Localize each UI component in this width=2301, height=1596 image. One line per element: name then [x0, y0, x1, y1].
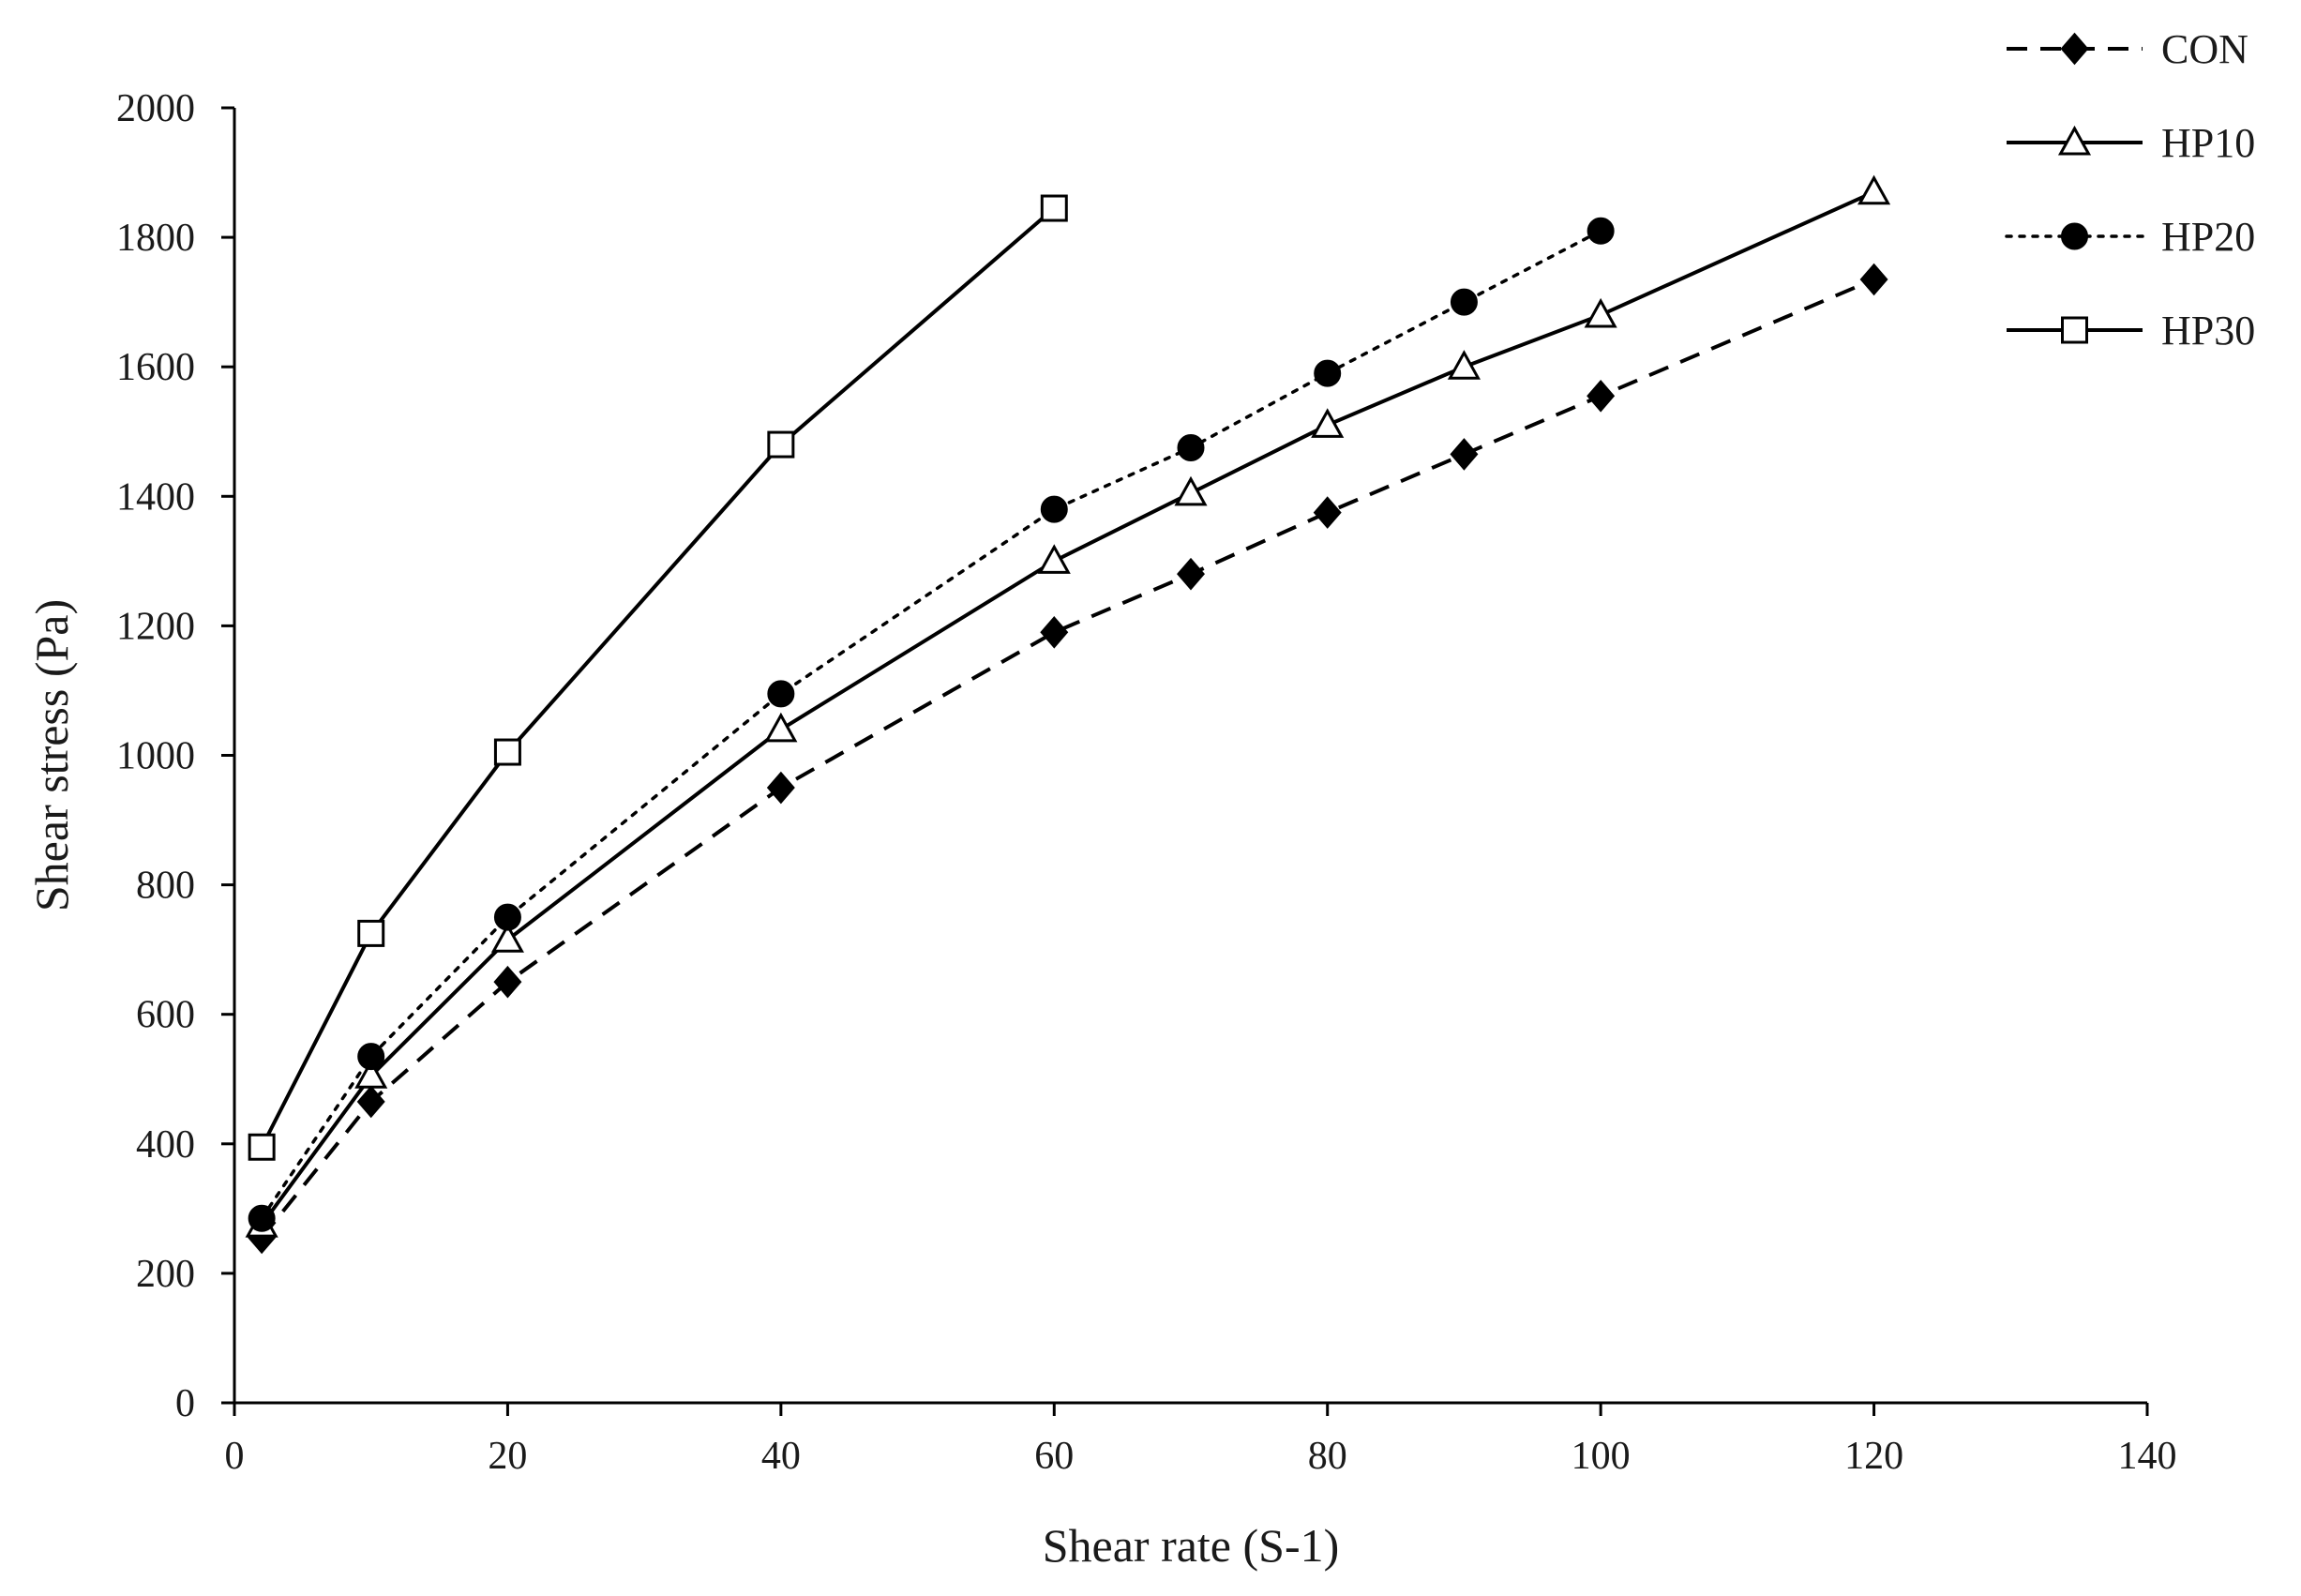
legend-item-hp30: HP30 [2007, 308, 2255, 354]
series-hp20 [248, 217, 1615, 1232]
y-tick-label: 600 [136, 994, 195, 1037]
legend-label: HP30 [2161, 308, 2255, 354]
data-point-hp10 [1584, 297, 1617, 328]
x-tick-labels: 0 20 40 60 80 100 120 140 [225, 1403, 2177, 1478]
data-point-con [356, 1085, 385, 1119]
y-tick-label: 1400 [116, 475, 195, 519]
x-tick-label: 80 [1308, 1435, 1347, 1478]
data-point-hp10 [764, 712, 798, 743]
legend-label: HP10 [2161, 120, 2255, 166]
data-point-hp30 [248, 1133, 276, 1161]
data-point-con [1040, 616, 1069, 649]
data-point-hp10 [490, 923, 524, 953]
series-layer [245, 174, 1891, 1255]
x-tick-label: 120 [1844, 1435, 1903, 1478]
legend-marker [2057, 125, 2092, 156]
data-point-hp20 [357, 1043, 385, 1071]
data-point-hp30 [493, 738, 521, 766]
data-point-con [1313, 496, 1342, 529]
legend-marker [2061, 222, 2088, 250]
y-tick-label: 800 [136, 865, 195, 908]
data-point-hp10 [354, 1059, 388, 1089]
legend-item-con: CON [2007, 26, 2248, 72]
y-tick-label: 1000 [116, 735, 195, 778]
x-tick-label: 40 [761, 1435, 801, 1478]
series-line-hp30 [260, 206, 1056, 1149]
legend-item-hp20: HP20 [2005, 214, 2255, 260]
y-tick-label: 400 [136, 1123, 195, 1167]
y-tick-label: 1600 [116, 346, 195, 389]
legend-marker [2060, 32, 2089, 66]
data-point-hp20 [493, 903, 521, 931]
data-point-con [1450, 438, 1479, 471]
data-point-con [493, 965, 522, 999]
data-point-con [1859, 263, 1888, 296]
x-tick-label: 20 [488, 1435, 527, 1478]
x-tick-label: 140 [2118, 1435, 2177, 1478]
y-tick-label: 0 [175, 1382, 195, 1425]
y-tick-label: 2000 [116, 87, 195, 130]
x-axis-title: Shear rate (S-1) [1043, 1519, 1340, 1572]
legend-label: HP20 [2161, 214, 2255, 260]
data-point-con [1587, 379, 1616, 413]
data-point-hp30 [767, 430, 795, 459]
data-point-hp20 [1314, 359, 1342, 387]
data-point-hp20 [1040, 495, 1068, 523]
y-tick-labels: 0 200 400 600 800 1000 1200 1400 1600 1800 2000 [116, 87, 234, 1425]
legend-marker [2061, 316, 2088, 344]
data-point-hp10 [1037, 544, 1071, 574]
data-point-hp10 [1174, 475, 1208, 506]
data-point-hp20 [1587, 217, 1615, 245]
y-tick-label: 200 [136, 1253, 195, 1296]
series-hp10 [245, 174, 1891, 1238]
series-line-hp10 [260, 189, 1875, 1227]
legend-item-hp10: HP10 [2007, 120, 2255, 166]
data-point-hp10 [1311, 408, 1345, 438]
y-axis-title: Shear stress (Pa) [25, 599, 78, 911]
data-point-hp20 [1450, 288, 1478, 316]
x-tick-label: 100 [1572, 1435, 1631, 1478]
series-hp30 [248, 194, 1068, 1161]
data-point-hp10 [1447, 350, 1481, 380]
data-point-con [766, 771, 795, 805]
y-tick-label: 1800 [116, 217, 195, 260]
data-point-hp20 [767, 680, 795, 708]
series-line-con [260, 278, 1875, 1240]
axes [233, 108, 2147, 1405]
data-point-hp20 [1177, 434, 1205, 462]
data-point-hp30 [357, 919, 385, 947]
data-point-con [1177, 557, 1205, 591]
series-line-hp20 [260, 229, 1602, 1220]
data-point-hp10 [1857, 174, 1891, 205]
x-tick-label: 0 [225, 1435, 245, 1478]
data-point-hp30 [1040, 194, 1068, 222]
x-tick-label: 60 [1034, 1435, 1074, 1478]
legend: CON HP10 HP20 HP30 [2005, 26, 2255, 354]
legend-label: CON [2161, 26, 2248, 72]
data-point-hp20 [248, 1204, 276, 1232]
y-tick-label: 1200 [116, 605, 195, 648]
